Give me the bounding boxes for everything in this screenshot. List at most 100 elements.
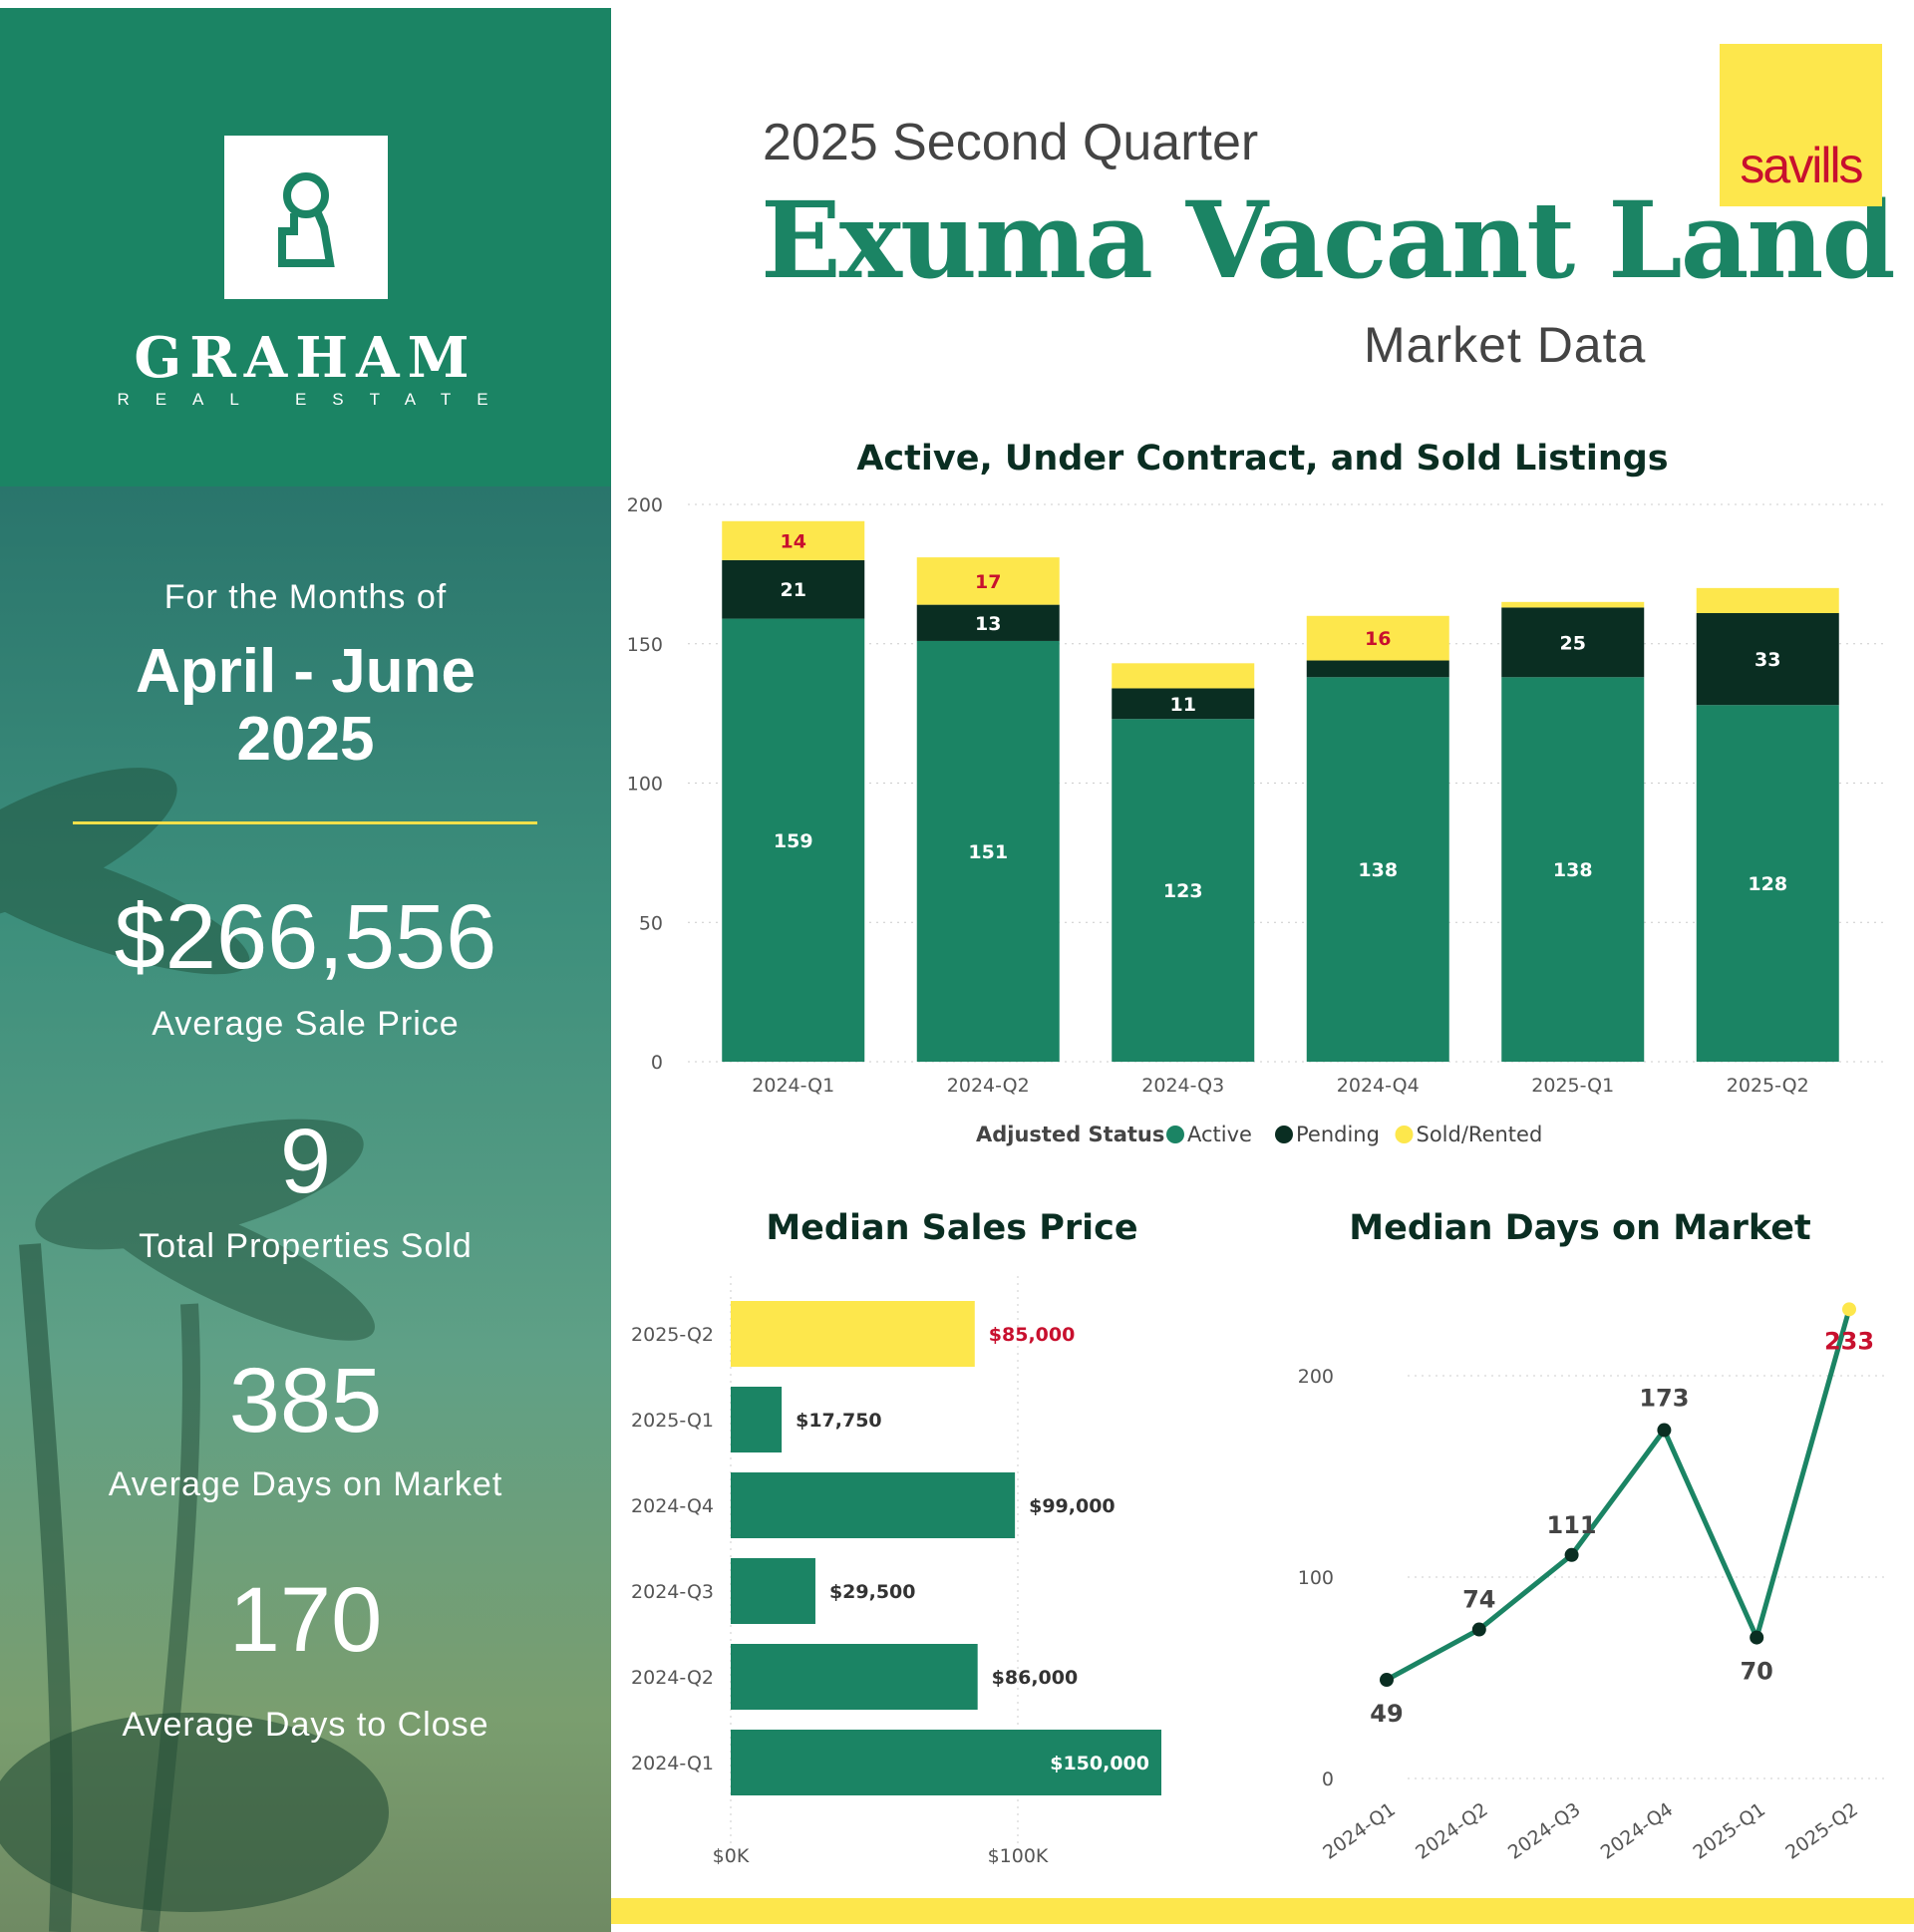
x-tick-label: 2024-Q1 (752, 1075, 834, 1097)
legend-swatch (1275, 1126, 1293, 1143)
savills-wordmark: savills (1740, 138, 1863, 193)
bar-segment (1501, 601, 1645, 608)
data-point (1657, 1423, 1672, 1438)
bar (731, 1472, 1016, 1538)
point-data-label: 233 (1824, 1327, 1874, 1355)
x-tick-label: 2024-Q3 (1141, 1075, 1224, 1097)
bar-segment (1696, 705, 1839, 1062)
point-data-label: 173 (1639, 1385, 1689, 1413)
period-months: April - June (135, 637, 477, 706)
keyhole-icon (278, 172, 335, 267)
x-tick-label: $0K (713, 1845, 750, 1864)
bar (731, 1387, 783, 1452)
x-tick-label: 2025-Q1 (1531, 1075, 1614, 1097)
chart-title-price: Median Sales Price (766, 1208, 1138, 1248)
header-kicker: 2025 Second Quarter (763, 114, 1259, 171)
brand-name: GRAHAM (134, 325, 478, 391)
bar-segment (1696, 587, 1839, 614)
y-tick-label: 0 (1322, 1769, 1334, 1790)
bar-data-label: 151 (968, 841, 1008, 863)
y-tick-label: 150 (627, 634, 663, 656)
chart-title-listings: Active, Under Contract, and Sold Listing… (856, 439, 1669, 479)
bar-data-label: 128 (1748, 873, 1787, 895)
bar-data-label: 11 (1170, 694, 1196, 716)
y-tick-label: 2025-Q2 (631, 1324, 714, 1346)
y-tick-label: 0 (651, 1052, 663, 1074)
bar-data-label: $86,000 (992, 1667, 1079, 1689)
y-tick-label: 200 (1298, 1366, 1334, 1388)
bar-segment (1501, 607, 1645, 678)
stat-label: Average Days to Close (122, 1706, 489, 1744)
point-data-label: 70 (1740, 1658, 1772, 1686)
data-point (1471, 1622, 1486, 1637)
bar-data-label: 33 (1754, 649, 1780, 671)
x-tick-label: 2025-Q2 (1727, 1075, 1809, 1097)
bar-segment (1306, 615, 1449, 661)
legend-swatch (1395, 1126, 1414, 1143)
x-tick-label: 2024-Q4 (1337, 1075, 1420, 1097)
chart-title-days: Median Days on Market (1349, 1208, 1811, 1248)
y-tick-label: 100 (627, 774, 663, 796)
period-intro: For the Months of (163, 578, 448, 616)
bar-segment (916, 604, 1060, 641)
legend-item: Active (1187, 1123, 1252, 1146)
stat-label: Average Sale Price (152, 1005, 460, 1043)
x-tick-label: $100K (988, 1845, 1049, 1864)
x-tick-label: 2024-Q2 (1412, 1798, 1492, 1864)
stat-value: 170 (228, 1569, 383, 1671)
bar-data-label: $99,000 (1029, 1495, 1116, 1517)
bar-data-label: $85,000 (989, 1324, 1076, 1346)
x-tick-label: 2024-Q2 (947, 1075, 1030, 1097)
palm-photo (0, 486, 611, 1932)
legend-item: Pending (1296, 1123, 1380, 1146)
bar-segment (1306, 677, 1449, 1062)
bar-data-label: $150,000 (1050, 1753, 1149, 1774)
bottom-accent-bar (611, 1898, 1914, 1924)
period-year: 2025 (236, 705, 375, 774)
bar-segment (1306, 660, 1449, 678)
stat-value: $266,556 (114, 886, 497, 988)
y-tick-label: 2024-Q1 (631, 1753, 714, 1774)
x-tick-label: 2024-Q3 (1504, 1798, 1585, 1864)
legend-item: Sold/Rented (1417, 1123, 1543, 1146)
bar-data-label: 17 (975, 571, 1001, 593)
x-tick-label: 2025-Q1 (1689, 1798, 1769, 1864)
stat-label: Total Properties Sold (139, 1227, 473, 1265)
x-tick-label: 2024-Q4 (1597, 1798, 1678, 1864)
listings-chart: 0 50 100 150 200 159 21 14 2024-Q1 151 13 17 2024-Q2… (627, 494, 1887, 1146)
data-point (1750, 1630, 1764, 1645)
bar-segment (916, 640, 1060, 1062)
logo (224, 136, 388, 299)
data-point (1842, 1302, 1856, 1317)
bar (731, 1301, 975, 1367)
bar (731, 1730, 1161, 1795)
bar-data-label: 16 (1365, 628, 1391, 650)
bar-segment (722, 618, 865, 1062)
y-tick-label: 100 (1298, 1567, 1334, 1589)
legend-swatch (1166, 1126, 1184, 1143)
bar-segment (1112, 688, 1255, 720)
y-tick-label: 2025-Q1 (631, 1410, 714, 1432)
bar (731, 1558, 815, 1624)
bar-segment (1112, 719, 1255, 1062)
point-data-label: 111 (1547, 1511, 1597, 1539)
page-title: Exuma Vacant Land (761, 177, 1896, 302)
bar-data-label: 138 (1553, 859, 1593, 881)
sidebar: GRAHAM REAL ESTATE For the Months of Apr… (0, 8, 611, 1932)
y-tick-label: 2024-Q2 (631, 1667, 714, 1689)
bar-segment (1112, 663, 1255, 689)
bar-data-label: 123 (1163, 880, 1203, 902)
line-series (1385, 1308, 1852, 1683)
bar-data-label: 25 (1560, 632, 1586, 654)
bar-data-label: 13 (975, 613, 1001, 635)
median-price-chart: 2025-Q2 $85,000 2025-Q1 $17,750 2024-Q4 $99,0… (631, 1276, 1161, 1864)
savills-logo: savills (1720, 44, 1882, 206)
bar-segment (722, 559, 865, 619)
bar-data-label: 138 (1358, 859, 1398, 881)
divider (73, 821, 537, 824)
y-tick-label: 2024-Q4 (631, 1495, 714, 1517)
x-tick-label: 2025-Q2 (1781, 1798, 1862, 1864)
bar-data-label: 14 (781, 530, 806, 552)
legend-title: Adjusted Status (976, 1123, 1164, 1146)
